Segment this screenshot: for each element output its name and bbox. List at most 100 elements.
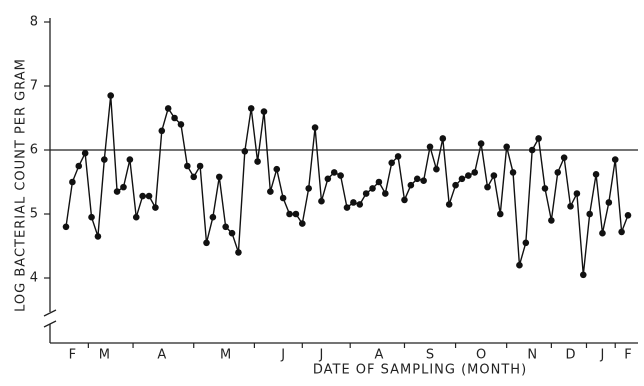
data-point [554,169,562,176]
data-point [496,210,504,218]
data-point [203,239,210,247]
data-point [592,171,600,178]
data-point [458,175,466,183]
x-tick-label: N [527,348,537,363]
data-point [356,201,364,208]
data-point [311,124,319,131]
x-tick-label: M [220,348,231,363]
data-point [337,172,344,179]
data-point [164,105,172,112]
data-point [426,143,434,151]
data-point [107,92,115,99]
data-point [298,220,306,227]
data-point [401,196,408,204]
data-point [528,146,536,154]
data-point [184,162,191,170]
x-tick-label: S [426,348,434,363]
y-tick-label: 6 [30,143,38,158]
data-point [369,185,376,192]
axis-break [43,320,57,328]
data-point [541,185,549,192]
data-point [433,165,440,173]
data-point [599,229,606,237]
axis-break [43,309,57,317]
data-point [286,210,293,218]
data-point [624,211,632,219]
data-point [388,159,396,167]
data-point [139,192,146,200]
data-point [267,188,274,195]
data-point [279,194,287,202]
data-point [560,154,568,161]
data-point [209,213,217,221]
x-axis-label: DATE OF SAMPLING (MONTH) [313,363,527,378]
data-point [158,127,166,135]
data-point [273,165,281,173]
data-point [535,135,542,142]
x-tick-label: J [319,348,324,363]
data-point [522,239,530,247]
data-point [69,178,76,186]
data-point [318,197,325,205]
data-point [394,153,402,160]
data-point [81,149,89,157]
data-point [586,210,593,218]
y-tick-label: 7 [30,79,38,94]
data-point [605,199,613,206]
data-point [222,223,229,231]
data-point [228,229,236,237]
data-point [439,135,447,142]
data-point [235,249,242,256]
data-point [503,143,510,151]
data-point [324,175,332,183]
data-line [65,95,629,275]
data-point [465,172,472,179]
data-point [375,178,383,186]
x-tick-label: O [476,348,486,363]
data-point [62,223,70,231]
data-point [611,156,619,163]
data-point [101,156,108,163]
x-tick-label: A [374,348,383,363]
data-point [254,158,261,165]
data-point [132,213,140,221]
data-point [247,105,255,112]
data-point [471,169,479,176]
y-tick-label: 5 [30,207,38,222]
data-point [260,108,268,115]
data-point [382,190,389,197]
data-point [445,201,453,208]
data-point [452,181,459,189]
data-point [350,199,357,206]
data-point [362,190,370,197]
data-point [292,210,300,218]
data-point [120,183,127,191]
data-point [94,233,102,240]
data-point [490,172,498,179]
x-tick-label: D [566,348,576,363]
data-point [567,203,574,210]
data-point [516,261,523,269]
data-point [509,169,517,176]
data-point [177,121,185,128]
data-point [330,169,338,176]
x-tick-label: F [69,348,76,363]
data-point [413,175,421,183]
x-tick-label: A [157,348,166,363]
data-point [145,192,153,200]
data-point [407,181,415,189]
data-point [152,204,159,211]
data-point [573,190,581,197]
data-point [75,162,83,170]
data-point [241,147,249,155]
data-point [126,156,134,163]
data-point [548,217,555,224]
data-point [171,114,178,122]
data-point [88,213,95,221]
y-tick-label: 4 [30,271,38,286]
data-point [579,271,587,279]
x-tick-label: F [624,348,631,363]
data-point [484,183,491,191]
data-point [420,177,427,185]
